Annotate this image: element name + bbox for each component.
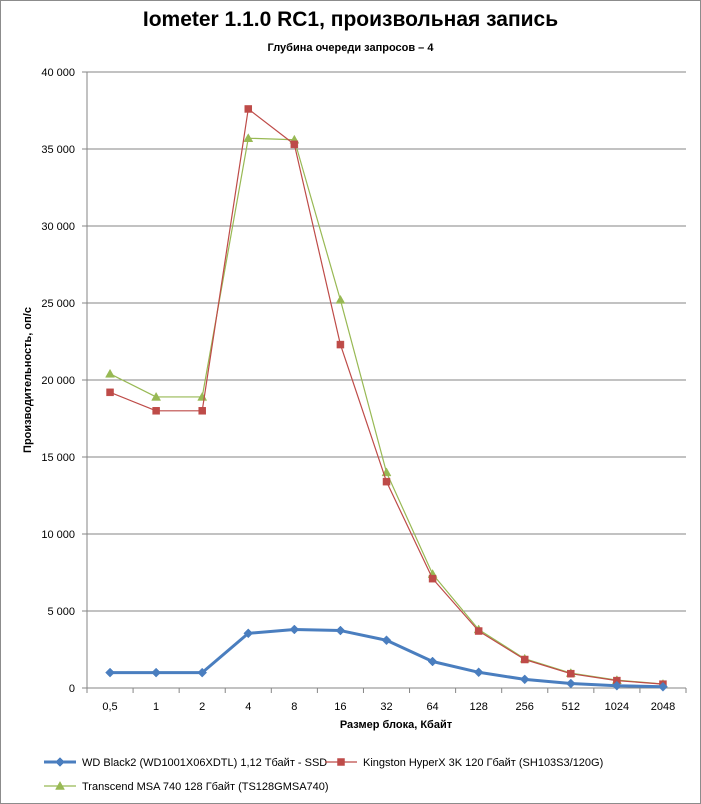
data-point bbox=[335, 294, 346, 304]
data-point bbox=[198, 407, 206, 415]
data-point bbox=[106, 388, 114, 397]
y-tick-label: 10 000 bbox=[41, 529, 75, 541]
x-tick-label: 512 bbox=[562, 701, 580, 713]
y-tick-label: 0 bbox=[69, 683, 75, 695]
data-point bbox=[565, 678, 576, 689]
chart-title: Iometer 1.1.0 RC1, произвольная запись bbox=[142, 8, 559, 31]
legend-marker bbox=[55, 757, 65, 767]
legend-label: Transcend MSA 740 128 Гбайт (TS128GMSA74… bbox=[82, 781, 329, 793]
x-tick-label: 32 bbox=[380, 701, 392, 713]
x-tick-label: 8 bbox=[291, 701, 297, 713]
y-tick-label: 15 000 bbox=[41, 452, 75, 464]
y-tick-label: 5 000 bbox=[47, 606, 75, 618]
data-point bbox=[105, 667, 115, 678]
data-point bbox=[520, 655, 529, 664]
y-tick-label: 20 000 bbox=[41, 375, 75, 387]
legend-label: WD Black2 (WD1001X06XDTL) 1,12 Тбайт - S… bbox=[82, 757, 327, 769]
data-point bbox=[151, 391, 162, 401]
x-tick-label: 16 bbox=[334, 701, 346, 713]
y-tick-label: 25 000 bbox=[41, 298, 75, 310]
data-point bbox=[519, 674, 530, 685]
x-tick-label: 1024 bbox=[605, 701, 629, 713]
series-group bbox=[105, 105, 668, 692]
x-tick-label: 0,5 bbox=[102, 701, 117, 713]
x-tick-label: 128 bbox=[469, 701, 487, 713]
x-tick-label: 64 bbox=[426, 701, 438, 713]
x-tick-label: 256 bbox=[516, 701, 534, 713]
x-tick-label: 1 bbox=[153, 701, 159, 713]
data-point bbox=[243, 133, 254, 142]
y-tick-label: 30 000 bbox=[41, 221, 75, 233]
y-tick-label: 35 000 bbox=[41, 144, 75, 156]
y-axis-title: Производительность, оп/с bbox=[22, 307, 34, 453]
data-point bbox=[428, 574, 437, 583]
x-tick-label: 2 bbox=[199, 701, 205, 713]
gridlines bbox=[87, 71, 686, 612]
legend: WD Black2 (WD1001X06XDTL) 1,12 Тбайт - S… bbox=[44, 757, 603, 793]
x-axis-ticks: 0,5 1 2 4 8 16 32 64 128 256 512 1024 2048 bbox=[86, 688, 687, 713]
legend-item: Transcend MSA 740 128 Гбайт (TS128GMSA74… bbox=[44, 780, 329, 793]
legend-label: Kingston HyperX 3K 120 Гбайт (SH103S3/12… bbox=[363, 757, 603, 769]
legend-item: WD Black2 (WD1001X06XDTL) 1,12 Тбайт - S… bbox=[44, 757, 327, 769]
data-point bbox=[381, 635, 392, 646]
y-tick-label: 40 000 bbox=[41, 67, 75, 79]
x-axis-title: Размер блока, Кбайт bbox=[340, 719, 453, 731]
data-point bbox=[612, 680, 622, 691]
data-point bbox=[289, 624, 300, 635]
data-point bbox=[473, 667, 484, 678]
series-1 bbox=[105, 624, 668, 692]
data-point bbox=[105, 368, 115, 378]
chart-subtitle: Глубина очереди запросов – 4 bbox=[267, 42, 434, 54]
data-point bbox=[151, 667, 161, 678]
x-tick-label: 4 bbox=[245, 701, 251, 713]
data-point bbox=[427, 656, 438, 667]
data-point bbox=[474, 627, 483, 635]
legend-marker bbox=[337, 758, 345, 766]
data-point bbox=[336, 340, 345, 349]
legend-item: Kingston HyperX 3K 120 Гбайт (SH103S3/12… bbox=[325, 757, 603, 769]
data-point bbox=[658, 681, 668, 692]
axes bbox=[86, 72, 686, 689]
data-point bbox=[243, 628, 254, 639]
data-point bbox=[382, 477, 391, 486]
legend-marker bbox=[55, 780, 65, 790]
x-tick-label: 2048 bbox=[651, 701, 675, 713]
data-point bbox=[152, 407, 160, 415]
data-point bbox=[335, 625, 346, 636]
data-point bbox=[197, 667, 208, 678]
data-point bbox=[567, 669, 575, 678]
data-point bbox=[290, 140, 299, 149]
data-point bbox=[244, 105, 253, 113]
y-axis-ticks: 0 5 000 10 000 15 000 20 000 25 000 30 000 35 0… bbox=[41, 67, 87, 695]
